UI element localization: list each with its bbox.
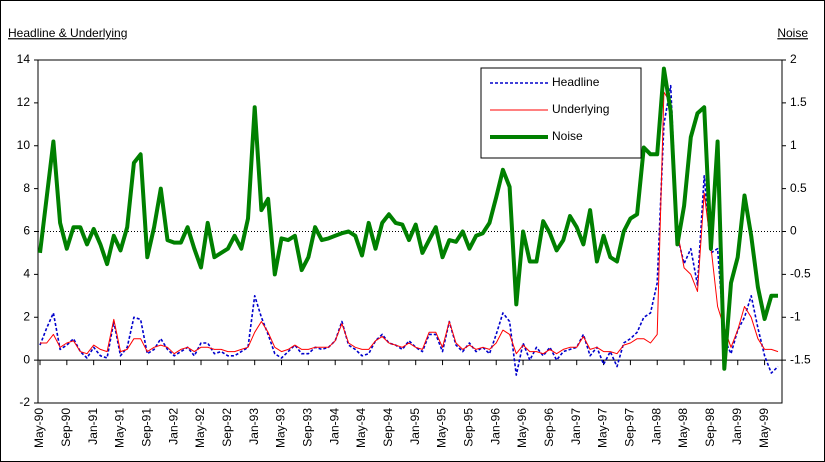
y2-tick-label: 1 [790, 138, 797, 152]
x-tick-label: May-95 [435, 408, 449, 448]
y-tick-label: 10 [17, 138, 31, 152]
y2-tick-label: 2 [790, 52, 797, 66]
y2-tick-label: -0.5 [790, 267, 811, 281]
legend-label: Headline [552, 75, 600, 89]
y2-tick-label: -1 [790, 309, 801, 323]
y2-tick-label: 1.5 [790, 95, 807, 109]
series-line [38, 66, 778, 371]
x-tick-label: May-93 [274, 408, 288, 448]
x-tick-label: Sep-92 [220, 408, 234, 447]
x-tick-label: May-96 [515, 408, 529, 448]
x-tick-label: Sep-97 [623, 408, 637, 447]
x-tick-label: Jan-97 [569, 408, 583, 445]
x-tick-label: Sep-91 [140, 408, 154, 447]
x-tick-label: Jan-99 [730, 408, 744, 445]
y-tick-label: 0 [23, 352, 30, 366]
x-tick-label: Sep-93 [301, 408, 315, 447]
y-tick-label: 14 [17, 52, 31, 66]
x-tick-label: Jan-96 [488, 408, 502, 445]
x-tick-label: May-91 [113, 408, 127, 448]
y2-tick-label: -1.5 [790, 352, 811, 366]
x-tick-label: May-92 [193, 408, 207, 448]
x-tick-label: Sep-96 [542, 408, 556, 447]
x-tick-label: May-98 [676, 408, 690, 448]
x-tick-label: May-97 [596, 408, 610, 448]
series-line [40, 91, 779, 355]
x-tick-label: May-90 [32, 408, 46, 448]
x-tick-label: Jan-91 [86, 408, 100, 445]
x-tick-label: May-99 [757, 408, 771, 448]
y-tick-label: 8 [23, 181, 30, 195]
x-tick-label: Jan-95 [408, 408, 422, 445]
x-tick-label: Sep-90 [59, 408, 73, 447]
y2-tick-label: 0.5 [790, 181, 807, 195]
y2-tick-label: 0 [790, 224, 797, 238]
y-tick-label: 4 [23, 267, 30, 281]
legend: Headline Underlying Noise [480, 67, 642, 159]
x-tick-label: Jan-94 [327, 408, 341, 445]
y-tick-label: 2 [23, 309, 30, 323]
series-line [39, 84, 779, 376]
x-tick-label: Sep-94 [381, 408, 395, 447]
x-tick-label: Jan-92 [166, 408, 180, 445]
x-tick-label: Sep-95 [462, 408, 476, 447]
x-tick-label: Jan-93 [247, 408, 261, 445]
x-tick-label: Sep-98 [703, 408, 717, 447]
y-tick-label: 12 [17, 95, 31, 109]
chart-title: Headline & Underlying [8, 26, 127, 40]
y-tick-label: -2 [19, 395, 30, 409]
legend-label: Noise [552, 129, 583, 143]
y2-title: Noise [777, 26, 808, 40]
legend-label: Underlying [552, 102, 609, 116]
x-tick-label: May-94 [354, 408, 368, 448]
x-tick-label: Jan-98 [649, 408, 663, 445]
y-tick-label: 6 [23, 224, 30, 238]
